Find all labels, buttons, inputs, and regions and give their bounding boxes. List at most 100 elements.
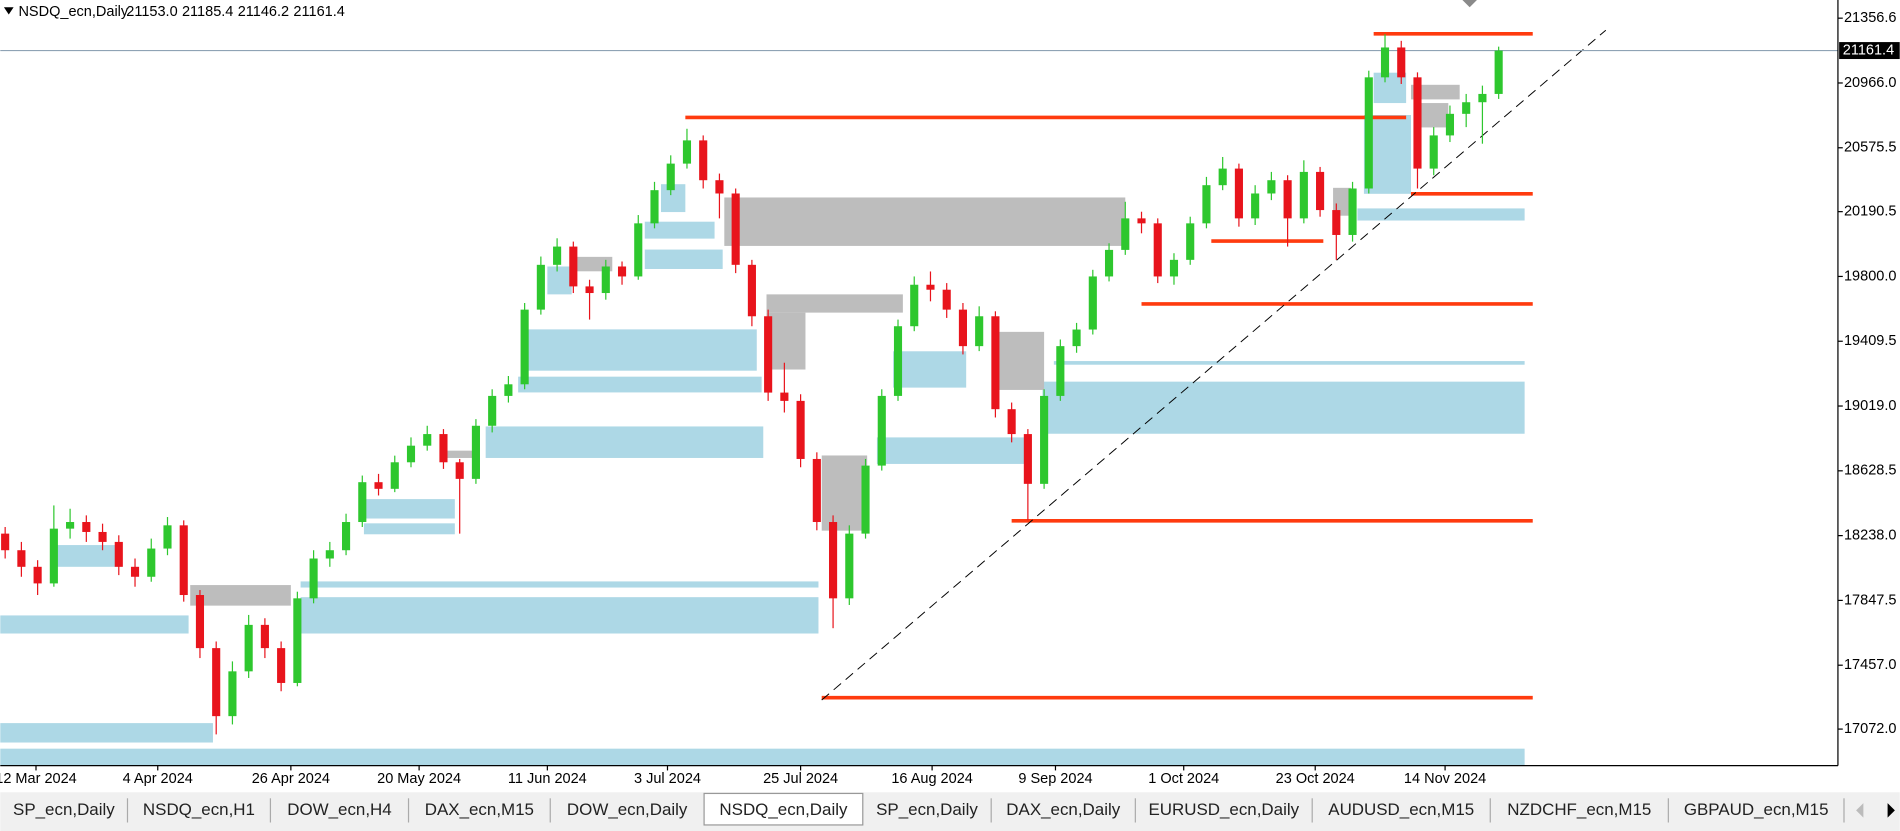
candle-body: [455, 462, 464, 479]
active-tab[interactable]: [703, 792, 864, 826]
tab-bar: [0, 792, 1900, 831]
x-tick-label: 12 Mar 2024: [0, 771, 77, 787]
candle-body: [342, 522, 351, 551]
candle-body: [634, 223, 643, 277]
candle-body: [780, 392, 789, 401]
candle-body: [179, 525, 188, 596]
demand-zone: [0, 615, 189, 634]
candle-body: [699, 140, 708, 181]
demand-zone: [1042, 381, 1525, 434]
candle-body: [1088, 276, 1097, 330]
candle-body: [536, 264, 545, 310]
candle-body: [829, 522, 838, 599]
demand-zone: [547, 266, 572, 295]
y-tick-label: 17847.5: [1844, 592, 1896, 608]
candle-body: [488, 395, 497, 426]
candle-body: [374, 482, 383, 489]
tab-scroll-left[interactable]: [1856, 803, 1864, 818]
candle-body: [504, 384, 513, 396]
candle-body: [471, 425, 480, 479]
supply-zone: [1420, 103, 1449, 128]
tab-label[interactable]: DAX_ecn,Daily: [1006, 800, 1120, 819]
y-tick-label: 18628.5: [1844, 463, 1896, 479]
candle-body: [1218, 168, 1227, 186]
candle-body: [991, 316, 1000, 410]
x-tick-label: 3 Jul 2024: [634, 771, 701, 787]
candle-body: [325, 550, 334, 559]
tab-label[interactable]: DOW_ecn,Daily: [567, 800, 688, 819]
y-tick-label: 19019.0: [1844, 398, 1896, 414]
last-price-box: [1839, 42, 1900, 60]
last-price-label: 21161.4: [1843, 42, 1894, 58]
candle-body: [812, 458, 821, 523]
supply-zone: [766, 294, 903, 313]
tab-label[interactable]: GBPAUD_ecn,M15: [1684, 800, 1829, 819]
candle-body: [1137, 218, 1146, 224]
candle-body: [98, 531, 107, 542]
candle-body: [1121, 218, 1130, 250]
candle-body: [958, 309, 967, 347]
candle-body: [1397, 47, 1406, 78]
candle-body: [66, 522, 75, 529]
x-tick-label: 16 Aug 2024: [891, 771, 973, 787]
candle-body: [569, 246, 578, 287]
tab-label[interactable]: NSDQ_ecn,H1: [143, 800, 255, 819]
x-tick-label: 4 Apr 2024: [123, 771, 193, 787]
supply-zone: [766, 312, 806, 370]
demand-zone: [644, 249, 723, 269]
demand-zone: [524, 329, 757, 371]
candle-body: [926, 284, 935, 290]
y-tick-label: 19409.5: [1844, 333, 1896, 349]
candle-body: [195, 595, 205, 649]
demand-zone: [485, 426, 764, 458]
candle-body: [33, 566, 42, 584]
header-toggle[interactable]: [3, 7, 14, 15]
demand-zone: [644, 221, 715, 239]
tabs: SP_ecn,Daily NSDQ_ecn,H1 DOW_ecn,H4 DAX_ecn…: [13, 792, 1845, 826]
y-tick-label: 17457.0: [1844, 657, 1896, 673]
candle-body: [1251, 193, 1260, 219]
plot-area: [0, 29, 1838, 766]
supply-zone: [821, 455, 868, 531]
tab-label[interactable]: NSDQ_ecn,Daily: [719, 800, 848, 819]
tab-label[interactable]: DOW_ecn,H4: [287, 800, 391, 819]
x-tick-label: 26 Apr 2024: [252, 771, 330, 787]
candle-body: [260, 624, 269, 649]
candle-body: [1299, 171, 1308, 219]
candle-body: [358, 482, 367, 523]
candle-body: [1104, 249, 1114, 277]
candle-body: [520, 309, 529, 385]
header-low: 21146.2: [238, 4, 289, 20]
candle-body: [747, 264, 756, 317]
candle-body: [1267, 180, 1276, 194]
candle-body: [1413, 77, 1422, 169]
tab-label[interactable]: NZDCHF_ecn,M15: [1507, 800, 1651, 819]
candle-body: [147, 548, 156, 577]
candle-body: [82, 522, 91, 532]
tab-label[interactable]: DAX_ecn,M15: [425, 800, 534, 819]
tab-label[interactable]: SP_ecn,Daily: [876, 800, 978, 819]
candle-body: [1202, 185, 1211, 224]
candle-body: [1445, 113, 1455, 136]
supply-zone: [724, 197, 1126, 246]
tab-label[interactable]: AUDUSD_ecn,M15: [1328, 800, 1474, 819]
candle-body: [1234, 168, 1243, 219]
demand-zone: [893, 351, 967, 388]
candle-body: [1056, 346, 1065, 396]
tab-scroll-right[interactable]: [1887, 803, 1895, 818]
x-tick-label: 11 Jun 2024: [508, 771, 587, 787]
candle-body: [1169, 259, 1179, 277]
supply-zone: [190, 585, 291, 606]
y-tick-label: 20575.5: [1844, 140, 1896, 156]
tab-label[interactable]: EURUSD_ecn,Daily: [1148, 800, 1299, 819]
candle-body: [406, 445, 416, 463]
candle-body: [163, 525, 172, 549]
x-tick-label: 20 May 2024: [377, 771, 461, 787]
demand-zone: [876, 437, 1030, 464]
tab-label[interactable]: SP_ecn,Daily: [13, 800, 115, 819]
supply-zone: [995, 331, 1045, 390]
y-tick-label: 18238.0: [1844, 527, 1896, 543]
candle-body: [1478, 93, 1487, 103]
candle-body: [861, 465, 870, 534]
